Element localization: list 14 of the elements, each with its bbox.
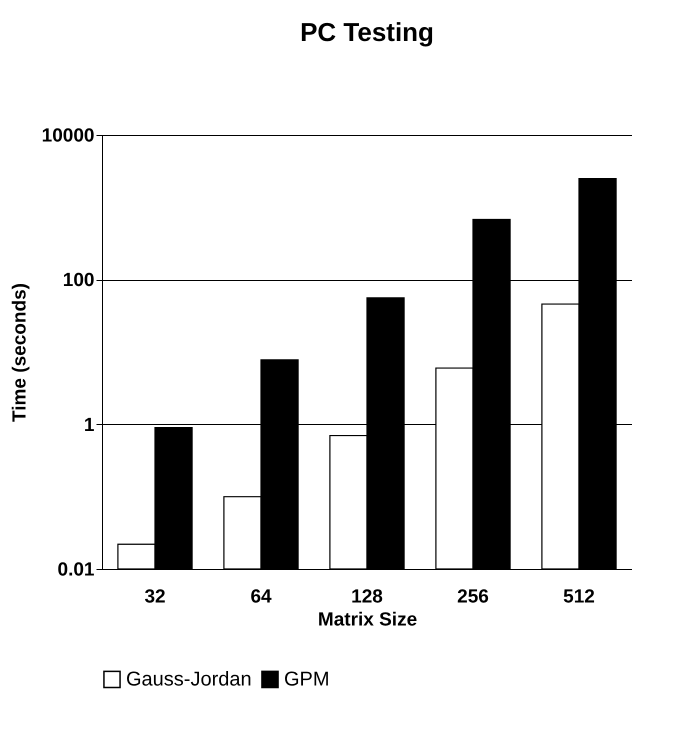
x-tick-label: 64	[250, 586, 272, 608]
x-tick-label: 256	[457, 586, 489, 608]
y-axis-title: Time (seconds)	[10, 282, 31, 422]
x-tick-label: 128	[351, 586, 383, 608]
chart-title: PC Testing	[300, 17, 434, 47]
y-tick-label: 100	[62, 270, 94, 292]
y-tick-label: 10000	[42, 126, 94, 146]
legend-label: GPM	[284, 668, 330, 690]
y-tick-label: 1	[84, 414, 95, 436]
x-tick-label: 512	[563, 586, 595, 608]
legend-label: Gauss-Jordan	[126, 668, 252, 690]
x-axis-title: Matrix Size	[318, 610, 418, 630]
y-tick-label: 0.01	[58, 560, 95, 580]
x-tick-label: 32	[144, 586, 166, 608]
